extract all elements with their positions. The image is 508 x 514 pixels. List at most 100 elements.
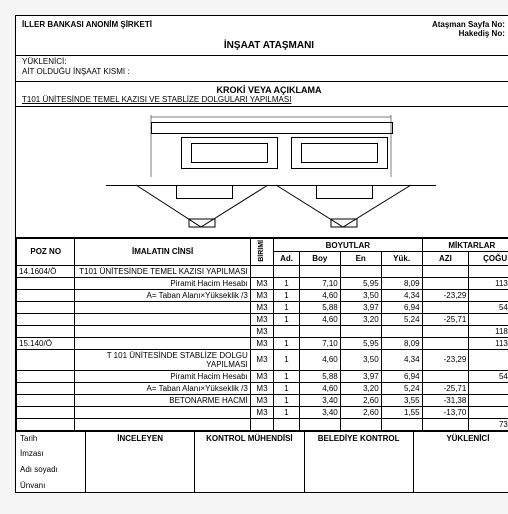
col-miktar: MİKTARLAR <box>422 239 508 252</box>
table-cell: A= Taban Alanı×Yükseklik /3 <box>75 382 250 394</box>
table-cell: 4,60 <box>299 289 340 301</box>
table-cell: -13,70 <box>422 406 469 418</box>
col-boy: Boy <box>299 252 340 265</box>
table-cell <box>422 277 469 289</box>
company-name: İLLER BANKASI ANONİM ŞİRKETİ <box>22 20 152 38</box>
sig-yuklenici: YÜKLENİCİ <box>414 432 508 492</box>
table-cell <box>299 265 340 277</box>
table-cell: 54,00 <box>469 301 508 313</box>
col-yuk: Yük. <box>381 252 422 265</box>
table-cell: Piramit Hacim Hesabı <box>75 370 250 382</box>
table-cell: 4,34 <box>381 289 422 301</box>
table-row: Piramit Hacim HesabıM315,883,976,9454,00 <box>17 370 508 382</box>
sig-imza: İmzası <box>20 449 81 458</box>
table-cell: 15.140/Ö <box>17 337 75 349</box>
table-cell: M3 <box>250 301 273 313</box>
col-ad: Ad. <box>274 252 300 265</box>
table-cell <box>75 313 250 325</box>
table-cell: M3 <box>250 406 273 418</box>
table-cell <box>422 325 469 337</box>
table-row: 73,84 <box>17 418 508 430</box>
table-cell <box>422 301 469 313</box>
table-cell <box>75 406 250 418</box>
table-cell <box>17 394 75 406</box>
table-cell: 3,40 <box>299 406 340 418</box>
excavation-lines <box>16 107 508 237</box>
table-cell: 1 <box>274 349 300 370</box>
table-cell: 113,92 <box>469 337 508 349</box>
table-row: Piramit Hacim HesabıM317,105,958,09113,9… <box>17 277 508 289</box>
col-poz: POZ NO <box>17 239 75 266</box>
table-cell: 54,00 <box>469 370 508 382</box>
table-cell: 8,09 <box>381 337 422 349</box>
technical-drawing <box>16 106 508 238</box>
table-cell <box>274 265 300 277</box>
sig-unvan: Ünvanı <box>20 481 81 490</box>
table-cell <box>250 418 273 430</box>
table-cell: T101 ÜNİTESİNDE TEMEL KAZISI YAPILMASI <box>75 265 250 277</box>
kroki-title: KROKİ VEYA AÇIKLAMA <box>16 81 508 95</box>
table-cell: 1 <box>274 382 300 394</box>
table-cell: M3 <box>250 382 273 394</box>
table-cell: 3,97 <box>340 370 381 382</box>
sig-belediye: BELEDİYE KONTROL <box>305 432 414 492</box>
quantity-table: POZ NO İMALATIN CİNSİ BİRİMİ BOYUTLAR Mİ… <box>16 238 508 431</box>
table-cell <box>469 406 508 418</box>
table-cell: M3 <box>250 313 273 325</box>
table-cell <box>17 313 75 325</box>
table-row: T 101 ÜNİTESİNDE STABLİZE DOLGU YAPILMAS… <box>17 349 508 370</box>
table-row: 14.1604/ÖT101 ÜNİTESİNDE TEMEL KAZISI YA… <box>17 265 508 277</box>
table-cell: 3,50 <box>340 349 381 370</box>
table-cell <box>340 265 381 277</box>
table-cell: 113,92 <box>469 277 508 289</box>
table-cell <box>17 418 75 430</box>
table-cell: 1 <box>274 370 300 382</box>
table-row: BETONARME HACMİM313,402,603,55-31,38 <box>17 394 508 406</box>
table-cell: Piramit Hacim Hesabı <box>75 277 250 289</box>
col-en: En <box>340 252 381 265</box>
sig-kontrol-muh: KONTROL MÜHENDİSİ <box>195 432 304 492</box>
table-cell <box>469 265 508 277</box>
signature-block: Tarih İmzası Adı soyadı Ünvanı İNCELEYEN… <box>16 431 508 492</box>
table-cell <box>381 325 422 337</box>
table-cell: M3 <box>250 289 273 301</box>
table-cell: 2,60 <box>340 394 381 406</box>
table-cell: 1 <box>274 394 300 406</box>
table-cell: 5,95 <box>340 277 381 289</box>
table-row: M314,603,205,24-25,71 <box>17 313 508 325</box>
table-cell: 5,24 <box>381 382 422 394</box>
table-cell: 1 <box>274 313 300 325</box>
table-cell: 3,50 <box>340 289 381 301</box>
table-cell <box>422 370 469 382</box>
table-cell <box>17 277 75 289</box>
col-azi: AZI <box>422 252 469 265</box>
table-cell <box>274 418 300 430</box>
table-cell: 1 <box>274 406 300 418</box>
table-cell: 1 <box>274 289 300 301</box>
table-cell <box>17 289 75 301</box>
table-cell: 5,95 <box>340 337 381 349</box>
table-cell <box>17 325 75 337</box>
table-row: M3118,92 <box>17 325 508 337</box>
table-cell: BETONARME HACMİ <box>75 394 250 406</box>
table-cell: 14.1604/Ö <box>17 265 75 277</box>
table-cell: 6,94 <box>381 301 422 313</box>
table-cell: -25,71 <box>422 313 469 325</box>
table-cell <box>17 406 75 418</box>
table-cell <box>299 325 340 337</box>
table-cell <box>340 418 381 430</box>
table-cell <box>17 370 75 382</box>
table-cell: 4,60 <box>299 382 340 394</box>
table-cell: -23,29 <box>422 289 469 301</box>
page-no-label: Ataşman Sayfa No: <box>432 20 505 29</box>
table-cell <box>75 337 250 349</box>
table-cell <box>469 394 508 406</box>
table-cell: 3,40 <box>299 394 340 406</box>
table-cell: 6,94 <box>381 370 422 382</box>
table-cell <box>274 325 300 337</box>
table-cell <box>17 349 75 370</box>
doc-title: İNŞAAT ATAŞMANI <box>16 38 508 55</box>
table-row: 15.140/ÖM317,105,958,09113,92 <box>17 337 508 349</box>
table-cell: 8,09 <box>381 277 422 289</box>
table-cell: A= Taban Alanı×Yükseklik /3 <box>75 289 250 301</box>
